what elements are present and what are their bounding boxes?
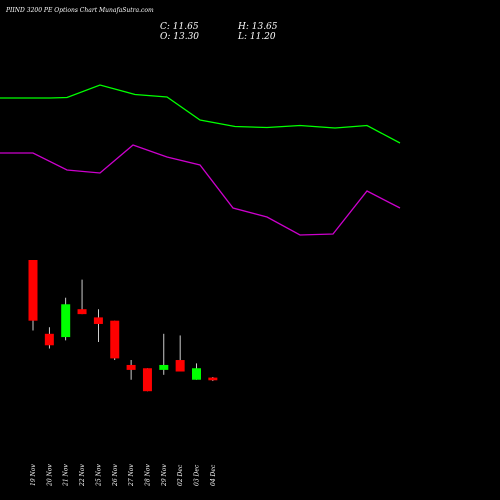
x-tick-label: 02 Dec [177,464,184,486]
x-tick-label: 03 Dec [194,464,201,486]
candle-body-down [208,377,218,381]
low-readout: L: 11.20 [238,32,276,42]
candle-body-up [159,364,169,370]
x-tick-label: 20 Nov [46,464,53,487]
x-tick-label: 25 Nov [95,464,102,487]
x-tick-label: 27 Nov [128,464,135,487]
x-tick-label: 26 Nov [112,464,119,487]
candle-body-down [77,309,87,315]
candle-body-up [192,368,201,380]
x-tick-label: 21 Nov [63,464,70,487]
candle-body-down [44,333,54,346]
candle-body-down [126,364,136,370]
open-readout: O: 13.30 [160,32,200,42]
x-tick-label: 22 Nov [79,464,86,487]
close-readout: C: 11.65 [160,22,199,32]
candle-body-up [61,304,71,338]
candle-body-down [142,368,152,392]
x-tick-label: 19 Nov [30,464,37,486]
lower-line [0,144,401,236]
candle-body-down [28,260,38,321]
high-readout: H: 13.65 [238,22,278,32]
candle-body-down [93,317,103,324]
x-tick-label: 28 Nov [144,464,151,487]
x-tick-label: 29 Nov [161,464,168,487]
x-tick-label: 04 Dec [210,464,217,486]
chart-title: PIIND 3200 PE Options Chart MunafaSutra.… [6,7,154,14]
upper-line [0,84,401,144]
candle-body-down [175,360,185,372]
candle-body-down [110,320,120,359]
